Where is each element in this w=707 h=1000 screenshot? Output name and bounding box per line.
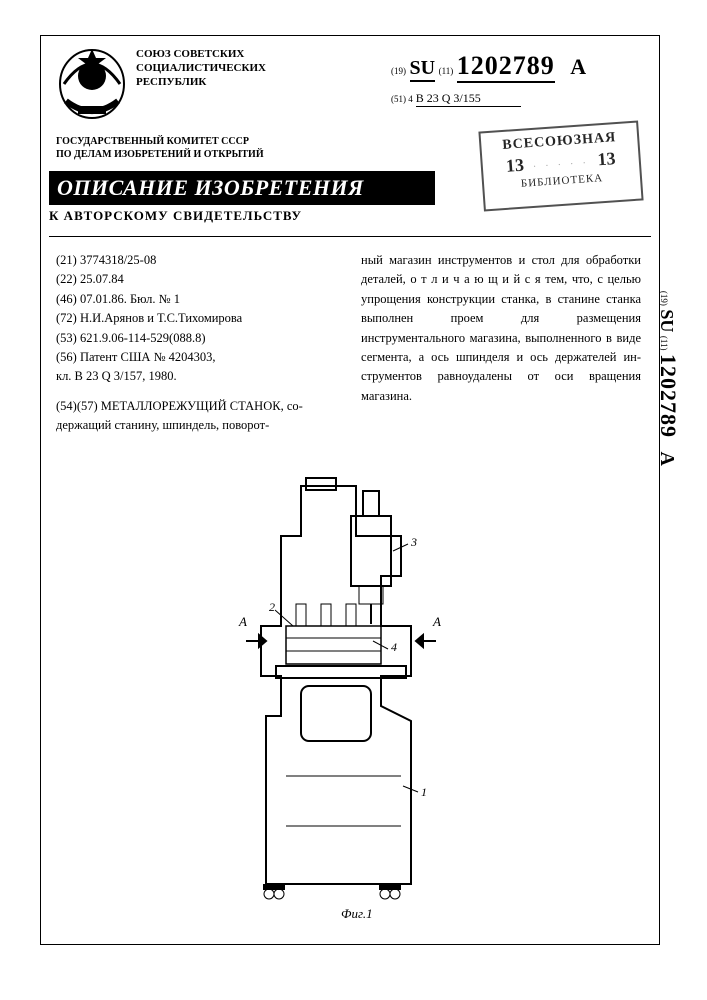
publication-number: (19) SU (11) 1202789 A <box>391 51 586 81</box>
header: СОЮЗ СОВЕТСКИХ СОЦИАЛИСТИЧЕСКИХ РЕСПУБЛИ… <box>41 36 659 236</box>
side-kind: A <box>656 452 678 466</box>
country-name: СОЮЗ СОВЕТСКИХ СОЦИАЛИСТИЧЕСКИХ РЕСПУБЛИ… <box>136 48 266 89</box>
field-72: (72) Н.И.Арянов и Т.С.Тихомирова <box>56 309 331 328</box>
doc-number: 1202789 <box>457 51 555 83</box>
figure-caption: Фиг.1 <box>341 906 373 922</box>
field-53: (53) 621.9.06-114-529(088.8) <box>56 329 331 348</box>
stamp-right-num: 13 <box>597 148 616 170</box>
stamp-left-num: 13 <box>505 155 524 177</box>
ussr-emblem-icon <box>56 46 128 126</box>
field-54-title: (54)(57) МЕТАЛЛОРЕЖУЩИЙ СТАНОК, <box>56 399 287 413</box>
abstract-block: ный магазин инструментов и стол для обра… <box>361 251 641 406</box>
ipc-classification: (51) 4 B 23 Q 3/155 <box>391 91 521 106</box>
field-56: (56) Патент США № 4204303, <box>56 348 331 367</box>
side-cc: SU <box>657 309 677 332</box>
divider-line <box>49 236 651 237</box>
code-11: (11) <box>439 66 454 76</box>
machine-figure: А А 2 3 4 1 <box>211 476 491 906</box>
callout-4: 4 <box>391 640 397 654</box>
ipc-value: B 23 Q 3/155 <box>416 91 521 107</box>
doc-subtitle: К АВТОРСКОМУ СВИДЕТЕЛЬСТВУ <box>49 208 302 224</box>
page-frame: СОЮЗ СОВЕТСКИХ СОЦИАЛИСТИЧЕСКИХ РЕСПУБЛИ… <box>40 35 660 945</box>
doc-title: ОПИСАНИЕ ИЗОБРЕТЕНИЯ <box>49 171 435 205</box>
side-number: 1202789 <box>656 354 681 438</box>
bibliographic-block: (21) 3774318/25-08 (22) 25.07.84 (46) 07… <box>56 251 331 435</box>
side-code-19: (19) <box>659 291 669 306</box>
country-code: SU <box>410 57 436 82</box>
code-19: (19) <box>391 66 406 76</box>
field-56b: кл. B 23 Q 3/157, 1980. <box>56 367 331 386</box>
library-stamp: ВСЕСОЮЗНАЯ 13 · · · · · 13 БИБЛИОТЕКА <box>478 121 643 212</box>
committee-name: ГОСУДАРСТВЕННЫЙ КОМИТЕТ СССР ПО ДЕЛАМ ИЗ… <box>56 136 264 161</box>
side-code-11: (11) <box>659 336 669 351</box>
callout-3: 3 <box>410 535 417 549</box>
field-46: (46) 07.01.86. Бюл. № 1 <box>56 290 331 309</box>
spacer <box>56 387 331 397</box>
field-22: (22) 25.07.84 <box>56 270 331 289</box>
field-54: (54)(57) МЕТАЛЛОРЕЖУЩИЙ СТАНОК, со­держа… <box>56 397 331 436</box>
label-A-right: А <box>432 614 441 629</box>
stamp-dots: · · · · · <box>532 157 589 173</box>
side-pub-number: (19) SU (11) 1202789 A <box>655 291 681 466</box>
kind-code: A <box>570 54 586 79</box>
label-A-left: А <box>238 614 247 629</box>
callout-2: 2 <box>269 600 275 614</box>
field-21: (21) 3774318/25-08 <box>56 251 331 270</box>
callout-1: 1 <box>421 785 427 799</box>
code-51: (51) 4 <box>391 94 413 104</box>
